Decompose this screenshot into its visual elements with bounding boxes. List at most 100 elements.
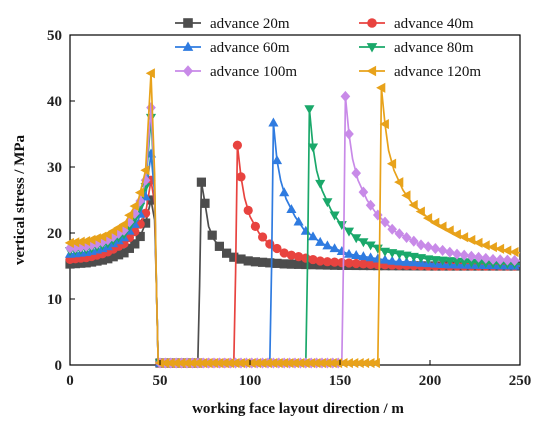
legend-marker <box>367 18 377 28</box>
data-point <box>70 237 80 248</box>
data-point <box>70 242 81 254</box>
data-point <box>305 357 316 369</box>
data-point <box>300 357 310 369</box>
data-point <box>243 205 253 215</box>
data-point <box>327 357 337 369</box>
data-point <box>311 357 321 369</box>
data-point <box>473 237 483 248</box>
data-point <box>365 357 375 369</box>
data-point <box>451 229 461 240</box>
data-point <box>192 357 202 369</box>
data-point <box>289 357 299 369</box>
y-tick-label: 10 <box>47 292 62 308</box>
data-point <box>75 236 85 247</box>
data-point <box>316 357 326 369</box>
legend-item-4: advance 80m <box>359 40 474 56</box>
data-point <box>224 357 235 369</box>
data-point <box>200 198 210 208</box>
data-point <box>197 357 208 369</box>
data-point <box>340 90 351 102</box>
data-point <box>187 357 197 369</box>
y-tick-label: 30 <box>47 160 62 176</box>
data-point <box>286 259 296 269</box>
data-point <box>246 357 256 369</box>
data-point <box>262 357 272 369</box>
data-point <box>140 174 151 186</box>
data-point <box>387 249 398 259</box>
x-tick-label: 100 <box>239 373 262 389</box>
series-layer <box>64 68 521 369</box>
data-point <box>359 357 370 369</box>
data-point <box>358 186 369 198</box>
data-point <box>394 250 405 260</box>
legend-label: advance 120m <box>394 64 481 80</box>
data-point <box>154 357 164 369</box>
data-point <box>241 357 251 369</box>
data-point <box>509 254 520 266</box>
data-point <box>176 357 186 369</box>
data-point <box>502 254 513 266</box>
data-point <box>257 357 267 369</box>
data-point <box>293 216 304 226</box>
data-point <box>338 357 348 369</box>
data-point <box>307 143 319 153</box>
data-point <box>473 259 484 269</box>
data-point <box>86 234 96 245</box>
data-point <box>145 68 155 79</box>
data-point <box>214 241 224 251</box>
data-point <box>140 183 151 193</box>
data-point <box>394 228 405 240</box>
data-point <box>370 357 380 369</box>
legend-label: advance 80m <box>394 40 474 56</box>
y-tick-label: 0 <box>55 358 63 374</box>
data-point <box>308 260 318 270</box>
data-point <box>170 357 181 369</box>
data-point <box>365 199 376 211</box>
x-axis-title: working face layout direction / m <box>192 401 404 417</box>
data-point <box>134 187 145 198</box>
data-point <box>135 231 145 242</box>
data-point <box>415 206 425 217</box>
y-tick-label: 50 <box>47 28 62 44</box>
data-point <box>265 258 275 268</box>
data-point <box>343 248 355 258</box>
data-point <box>437 256 448 266</box>
y-axis-title: vertical stress / MPa <box>12 134 28 265</box>
data-point <box>351 167 362 179</box>
data-point <box>108 252 118 262</box>
data-point <box>315 179 326 189</box>
x-tick-label: 0 <box>66 373 74 389</box>
data-point <box>322 257 332 267</box>
data-point <box>92 256 102 266</box>
data-point <box>329 211 340 221</box>
data-point <box>494 243 505 254</box>
data-point <box>386 158 397 169</box>
data-point <box>387 223 398 235</box>
y-tick-label: 20 <box>47 226 62 242</box>
data-point <box>129 201 139 212</box>
data-point <box>452 248 462 260</box>
data-point <box>401 251 412 261</box>
data-point <box>349 357 359 369</box>
data-point <box>473 251 484 263</box>
data-point <box>322 357 332 369</box>
data-point <box>268 117 279 127</box>
data-point <box>401 256 412 266</box>
data-point <box>444 246 455 258</box>
data-point <box>165 357 175 369</box>
data-point <box>278 357 289 369</box>
data-point <box>118 219 128 230</box>
data-point <box>203 357 213 369</box>
data-point <box>480 252 491 264</box>
data-point <box>229 252 239 262</box>
data-point <box>495 254 506 266</box>
legend-marker <box>183 18 193 28</box>
data-point <box>466 234 476 246</box>
data-point <box>243 256 253 266</box>
data-point <box>140 165 150 176</box>
data-point <box>271 155 283 165</box>
axes-layer: 0 50 100 150 200 250 0 10 20 30 40 50 <box>47 28 531 389</box>
data-point <box>466 250 477 262</box>
